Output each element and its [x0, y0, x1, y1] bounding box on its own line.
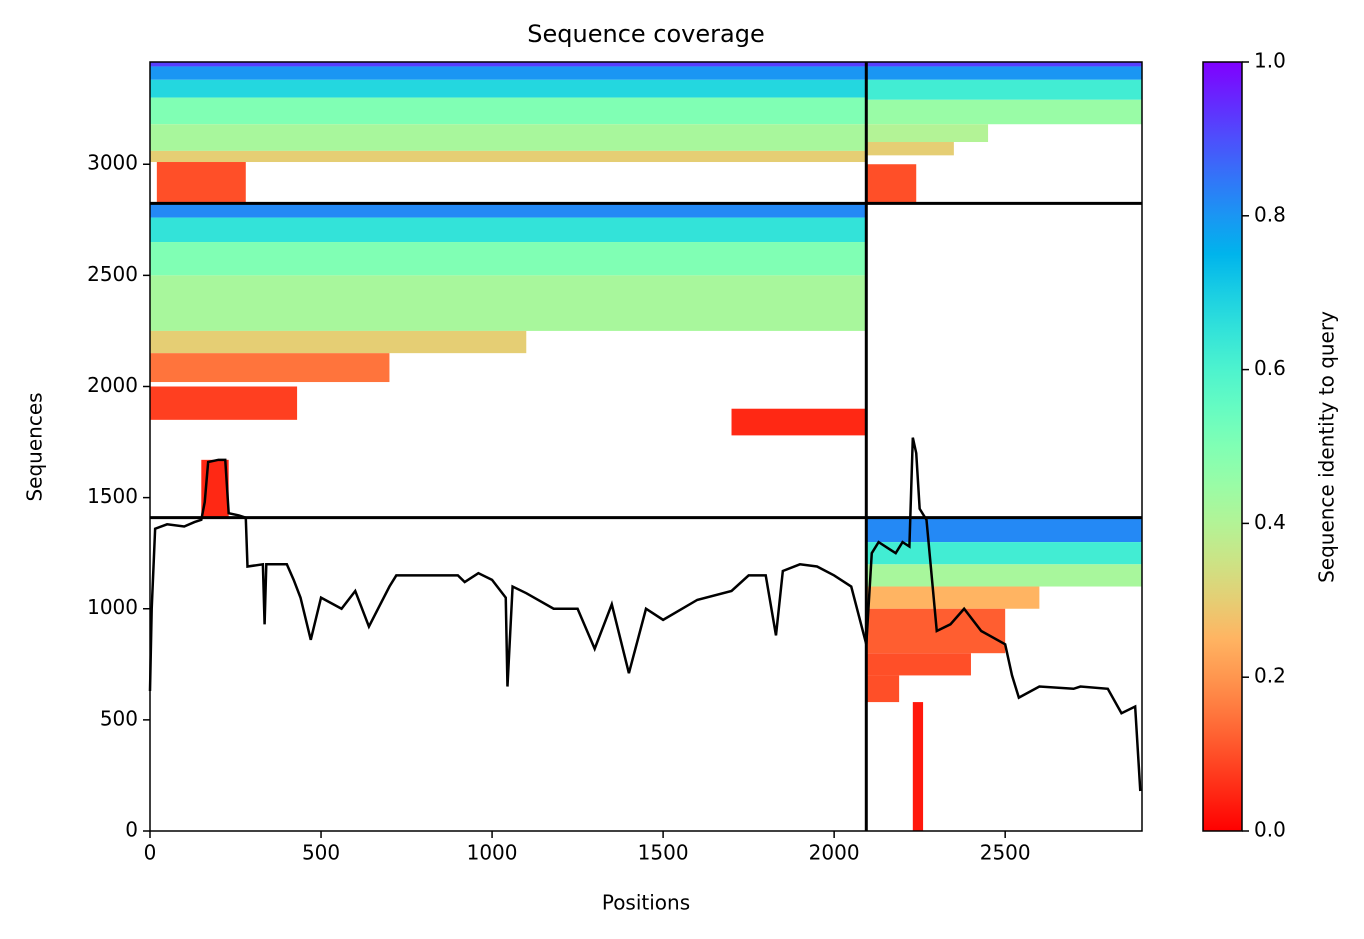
- coverage-block: [150, 97, 867, 125]
- y-axis-label: Sequences: [23, 392, 47, 501]
- y-tick-label: 3000: [87, 151, 138, 175]
- chart-title: Sequence coverage: [527, 20, 764, 48]
- coverage-block: [866, 66, 1142, 80]
- x-tick-label: 2500: [980, 841, 1031, 865]
- coverage-block: [866, 542, 1142, 565]
- plot-frame: [149, 61, 1143, 832]
- coverage-block: [866, 564, 1142, 587]
- coverage-block: [150, 203, 867, 218]
- coverage-block: [150, 79, 867, 98]
- coverage-block: [150, 217, 867, 243]
- coverage-block: [150, 353, 390, 383]
- y-tick-label: 1500: [87, 484, 138, 508]
- coverage-block: [866, 79, 1142, 100]
- colorbar-tick-label: 1.0: [1254, 49, 1286, 73]
- coverage-block: [156, 162, 246, 204]
- coverage-block: [150, 386, 298, 420]
- y-tick-label: 2000: [87, 373, 138, 397]
- coverage-block: [912, 702, 924, 831]
- x-tick-label: 1000: [467, 841, 518, 865]
- coverage-block: [866, 62, 1142, 67]
- x-axis-label: Positions: [602, 891, 690, 915]
- y-tick-label: 2500: [87, 262, 138, 286]
- coverage-block: [866, 586, 1040, 609]
- colorbar-tick-label: 0.2: [1254, 664, 1286, 688]
- y-tick-label: 0: [125, 818, 138, 842]
- coverage-block: [866, 675, 900, 703]
- y-tick-label: 1000: [87, 595, 138, 619]
- colorbar-tick-label: 0.6: [1254, 356, 1286, 380]
- coverage-block: [150, 66, 867, 80]
- coverage-block: [150, 242, 867, 276]
- x-tick-label: 500: [302, 841, 340, 865]
- coverage-block: [866, 517, 1142, 543]
- coverage-block: [150, 124, 867, 151]
- colorbar-tick-label: 0.4: [1254, 510, 1286, 534]
- coverage-block: [731, 408, 867, 436]
- coverage-block: [866, 142, 954, 156]
- colorbar-tick-label: 0.0: [1254, 818, 1286, 842]
- coverage-block: [150, 275, 867, 331]
- colorbar-tick-label: 0.8: [1254, 202, 1286, 226]
- coverage-block: [866, 124, 989, 143]
- coverage-block: [150, 62, 867, 67]
- coverage-block: [866, 99, 1142, 125]
- x-tick-label: 0: [144, 841, 157, 865]
- coverage-block: [150, 150, 867, 163]
- colorbar: [1202, 61, 1243, 832]
- x-tick-label: 2000: [809, 841, 860, 865]
- y-tick-label: 500: [100, 706, 138, 730]
- coverage-block: [866, 653, 971, 676]
- x-tick-label: 1500: [638, 841, 689, 865]
- coverage-block: [150, 330, 527, 354]
- colorbar-label: Sequence identity to query: [1315, 311, 1339, 583]
- coverage-block: [866, 164, 917, 204]
